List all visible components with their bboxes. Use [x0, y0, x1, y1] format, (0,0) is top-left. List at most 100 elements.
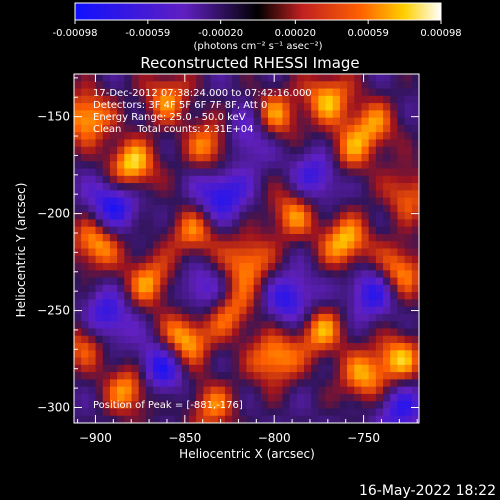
heatmap-cell — [260, 88, 269, 97]
heatmap-cell — [361, 81, 370, 90]
heatmap-cell — [102, 117, 111, 126]
x-tick-label: −900 — [79, 431, 112, 445]
heatmap-cell — [339, 292, 348, 300]
heatmap-cell — [411, 284, 419, 293]
heatmap-cell — [109, 284, 118, 293]
heatmap-cell — [153, 241, 161, 250]
heatmap-cell — [347, 292, 355, 300]
heatmap-cell — [102, 103, 111, 111]
heatmap-cell — [181, 350, 190, 359]
heatmap-cell — [325, 292, 334, 300]
heatmap-cell — [109, 379, 118, 388]
heatmap-cell — [174, 81, 183, 90]
heatmap-cell — [74, 212, 82, 221]
heatmap-cell — [268, 146, 276, 155]
heatmap-cell — [145, 270, 154, 279]
heatmap-cell — [296, 379, 305, 388]
heatmap-cell — [282, 183, 291, 191]
heatmap-cell — [153, 335, 161, 344]
heatmap-cell — [109, 386, 118, 395]
heatmap-cell — [375, 401, 384, 410]
heatmap-cell — [397, 263, 406, 271]
heatmap-cell — [102, 190, 111, 199]
heatmap-cell — [325, 197, 334, 206]
heatmap-cell — [181, 124, 190, 133]
heatmap-cell — [174, 372, 183, 380]
heatmap-cell — [289, 335, 298, 344]
heatmap-cell — [289, 146, 298, 155]
heatmap-cell — [253, 74, 262, 82]
heatmap-cell — [74, 335, 82, 344]
heatmap-cell — [404, 175, 413, 184]
heatmap-cell — [102, 415, 111, 423]
heatmap-cell — [296, 343, 305, 351]
heatmap-cell — [153, 168, 161, 177]
heatmap-cell — [282, 408, 291, 417]
heatmap-cell — [224, 219, 233, 228]
heatmap-cell — [289, 117, 298, 126]
heatmap-cell — [253, 379, 262, 388]
heatmap-cell — [390, 335, 399, 344]
heatmap-cell — [268, 255, 276, 264]
heatmap-cell — [311, 263, 319, 271]
heatmap-cell — [354, 372, 363, 380]
heatmap-cell — [210, 372, 219, 380]
heatmap-cell — [88, 357, 97, 366]
heatmap-cell — [88, 313, 97, 322]
heatmap-cell — [138, 110, 147, 119]
heatmap-cell — [95, 146, 104, 155]
colorbar — [74, 2, 442, 21]
heatmap-cell — [196, 321, 204, 330]
heatmap-cell — [124, 161, 133, 170]
heatmap-cell — [347, 153, 355, 162]
heatmap-cell — [81, 270, 89, 279]
heatmap-cell — [361, 292, 370, 300]
heatmap-cell — [368, 292, 377, 300]
heatmap-cell — [311, 241, 319, 250]
heatmap-cell — [138, 306, 147, 315]
heatmap-cell — [74, 197, 82, 206]
heatmap-cell — [397, 226, 406, 235]
heatmap-cell — [81, 321, 89, 330]
heatmap-cell — [174, 212, 183, 221]
heatmap-cell — [282, 103, 291, 111]
heatmap-cell — [354, 183, 363, 191]
heatmap-cell — [145, 197, 154, 206]
heatmap-cell — [354, 161, 363, 170]
heatmap-cell — [95, 248, 104, 257]
heatmap-cell — [203, 81, 212, 90]
heatmap-cell — [81, 255, 89, 264]
heatmap-cell — [325, 313, 334, 322]
heatmap-cell — [304, 175, 312, 184]
heatmap-cell — [304, 299, 312, 308]
heatmap-cell — [347, 350, 355, 359]
heatmap-cell — [109, 132, 118, 141]
heatmap-cell — [181, 299, 190, 308]
heatmap-cell — [332, 81, 341, 90]
heatmap-cell — [232, 248, 240, 257]
heatmap-cell — [102, 284, 111, 293]
heatmap-cell — [232, 81, 240, 90]
heatmap-cell — [131, 153, 140, 162]
heatmap-cell — [131, 168, 140, 177]
heatmap-cell — [138, 255, 147, 264]
heatmap-cell — [160, 364, 169, 373]
heatmap-cell — [296, 299, 305, 308]
heatmap-cell — [282, 321, 291, 330]
axis-ticks: −900 −850 −800 −750−150−200−250−300 — [37, 74, 419, 445]
heatmap-cell — [102, 197, 111, 206]
heatmap-cell — [304, 357, 312, 366]
heatmap-cell — [390, 364, 399, 373]
heatmap-cell — [304, 183, 312, 191]
heatmap-cell — [232, 117, 240, 126]
heatmap-cell — [318, 255, 327, 264]
heatmap-cell — [260, 357, 269, 366]
heatmap-cell — [411, 168, 419, 177]
heatmap-cell — [404, 306, 413, 315]
heatmap-cell — [81, 153, 89, 162]
heatmap-cell — [239, 190, 248, 199]
heatmap-cell — [289, 357, 298, 366]
heatmap-cell — [224, 146, 233, 155]
heatmap-cell — [368, 408, 377, 417]
heatmap-cell — [109, 81, 118, 90]
